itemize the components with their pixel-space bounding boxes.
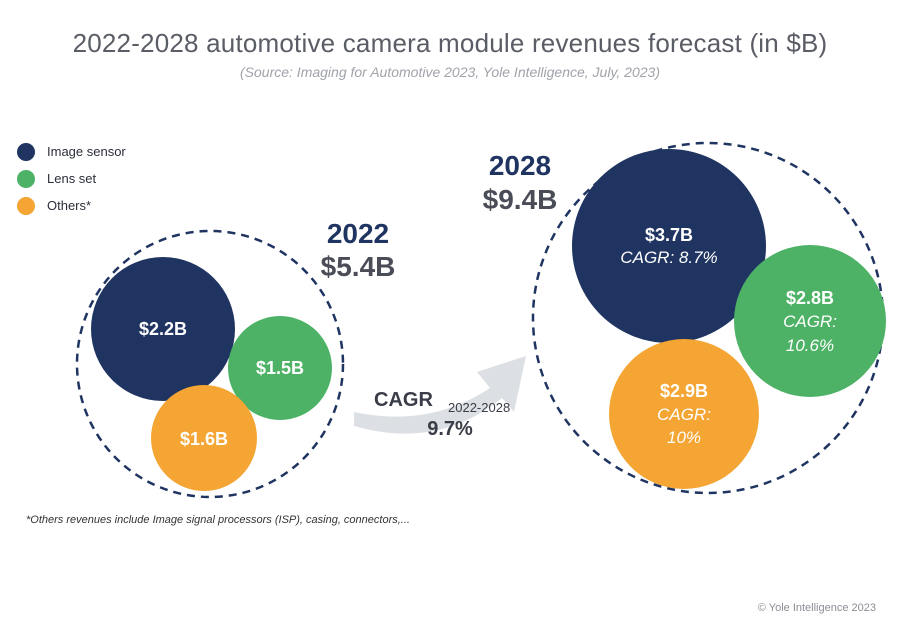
cagr-arrow [354, 356, 526, 434]
legend-item-lens-set: Lens set [17, 165, 126, 192]
bubble-2028-image-sensor [572, 149, 766, 343]
legend-dot-lens-set [17, 169, 35, 188]
chart-subtitle: (Source: Imaging for Automotive 2023, Yo… [240, 64, 660, 80]
cagr-value: 9.7% [427, 418, 473, 440]
cagr-period: 2022-2028 [448, 400, 510, 415]
year-label-2028: 2028 [489, 150, 551, 181]
bubble-cagr-2028-lens-set-2: 10.6% [786, 336, 834, 355]
legend-item-others: Others* [17, 192, 126, 219]
bubble-label-2028-lens-set: $2.8B [786, 288, 834, 308]
bubble-2028-others [609, 339, 759, 489]
bubble-cagr-2028-others-1: CAGR: [657, 405, 711, 424]
bubble-cagr-2028-lens-set-1: CAGR: [783, 312, 837, 331]
bubble-2022-lens-set [228, 316, 332, 420]
footnote: *Others revenues include Image signal pr… [26, 514, 410, 526]
legend-label: Others* [47, 198, 92, 213]
bubble-label-2028-others: $2.9B [660, 381, 708, 401]
legend: Image sensor Lens set Others* [17, 138, 126, 219]
legend-item-image-sensor: Image sensor [17, 138, 126, 165]
year-label-2022: 2022 [327, 218, 389, 249]
bubble-cagr-2028-others-2: 10% [667, 428, 701, 447]
bubble-label-2028-image-sensor: $3.7B [645, 225, 693, 245]
copyright: © Yole Intelligence 2023 [757, 602, 876, 614]
legend-label: Lens set [47, 171, 97, 186]
total-label-2022: $5.4B [321, 251, 396, 282]
legend-dot-others [17, 196, 35, 215]
bubble-cagr-2028-image-sensor: CAGR: 8.7% [620, 248, 717, 267]
bubble-2028-lens-set [734, 245, 886, 397]
bubble-label-2022-others: $1.6B [180, 429, 228, 449]
total-label-2028: $9.4B [483, 184, 558, 215]
cagr-label: CAGR [374, 389, 433, 411]
legend-dot-image-sensor [17, 142, 35, 161]
legend-label: Image sensor [47, 144, 126, 159]
group-outline-2022 [75, 229, 345, 499]
chart-title: 2022-2028 automotive camera module reven… [72, 28, 828, 58]
bubble-2022-others [151, 385, 257, 491]
bubble-label-2022-lens-set: $1.5B [256, 358, 304, 378]
bubble-2022-image-sensor [91, 257, 235, 401]
bubble-label-2022-image-sensor: $2.2B [139, 319, 187, 339]
